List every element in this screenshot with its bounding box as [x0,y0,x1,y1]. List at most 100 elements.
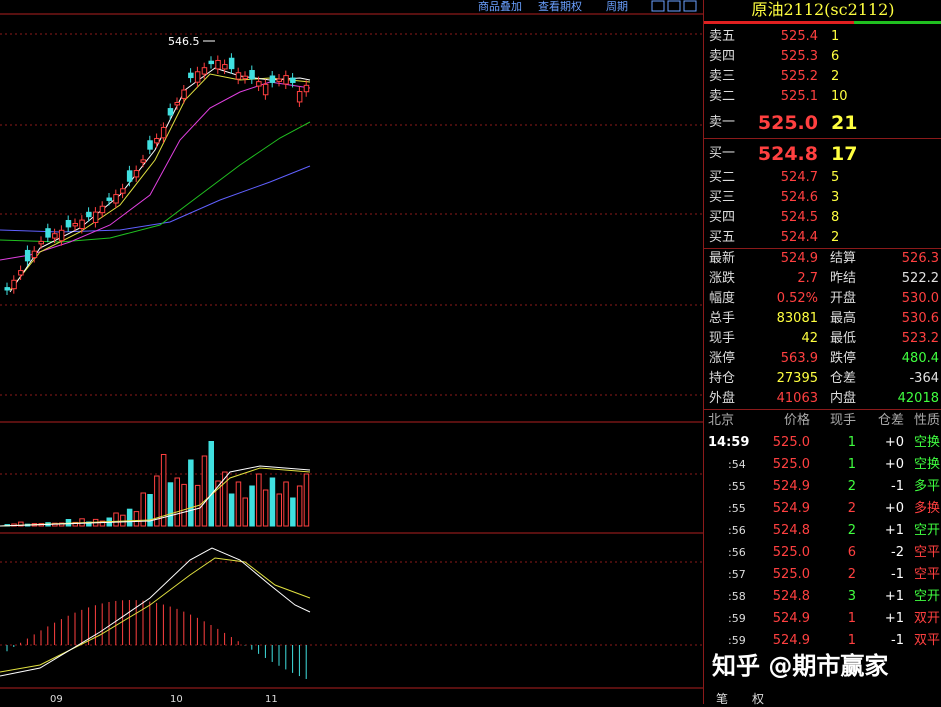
x-label: 09 [50,694,63,704]
tick-cell: :56 [728,546,746,559]
tick-cell: 1 [847,457,856,472]
candle-body [201,67,208,75]
candle-body [18,270,24,276]
candle-body [188,72,194,79]
stat-row: 幅度 0.52% 开盘 530.0 [704,289,941,309]
tick-cell: :59 [728,612,746,625]
tick-row: :55 524.9 2 +0 多换 [704,499,941,519]
tick-cell: 3 [847,589,856,604]
tick-cell: 2 [847,567,856,582]
candle-body [52,233,58,239]
candle-body [99,205,106,214]
tick-row: :56 525.0 6 -2 空平 [704,543,941,563]
grid [0,33,703,646]
ask-row: 卖五 525.4 1 [704,27,941,47]
volume-bar [249,485,255,527]
tick-cell: 524.9 [772,633,810,648]
stat-label: 昨结 [830,271,857,286]
tick-header-cell: 北京 [708,413,735,428]
stat-value: 41063 [776,391,818,406]
volume-ma [0,465,311,527]
stat-label: 开盘 [830,291,857,306]
volume-bar [174,477,180,527]
period-button[interactable]: 周期 [606,0,628,13]
tick-cell: 6 [847,545,856,560]
level-volume: 5 [831,170,840,185]
tick-cell: 多平 [913,479,940,494]
tick-cell: 14:59 [708,435,750,450]
volume-bar [269,477,276,527]
macd-dif [0,547,311,677]
stat-value: 526.3 [901,251,939,266]
level-volume: 17 [831,143,858,165]
tick-row: 14:59 525.0 1 +0 空换 [704,433,941,453]
level-label: 买四 [709,210,736,225]
level-volume: 8 [831,210,840,225]
stat-row: 最新 524.9 结算 526.3 [704,249,941,269]
tick-cell: 1 [847,435,856,450]
level-label: 卖二 [709,89,736,104]
tick-cell: 1 [847,633,856,648]
tab[interactable]: 笔 [716,692,729,706]
volume-bar [201,455,208,527]
level-price: 525.1 [780,89,818,104]
stat-value: 2.7 [797,271,818,286]
options-button[interactable]: 查看期权 [538,0,582,13]
level-price: 524.6 [780,190,818,205]
tick-cell: :54 [728,458,746,471]
candle-body [235,72,242,80]
candle-body [92,211,99,223]
tick-cell: 525.0 [772,435,810,450]
candle-body [45,228,51,238]
tick-cell: :55 [728,502,746,515]
candle-body [174,102,180,106]
level-label: 卖一 [709,115,736,130]
level-price: 525.2 [780,69,818,84]
candle-body [283,75,289,85]
tick-cell: -2 [891,545,904,560]
candle-body [4,287,10,291]
stat-value: 42 [801,331,818,346]
level-price: 524.7 [780,170,818,185]
level-price: 524.8 [757,143,818,165]
ma-line [9,73,311,291]
nav-buttons[interactable] [651,0,697,12]
tab[interactable]: 权 [752,692,765,706]
volume-bar [242,497,248,527]
tick-cell: 空开 [913,523,940,538]
level-price: 525.3 [780,49,818,64]
tick-cell: 524.9 [772,479,810,494]
tick-cell: 524.9 [772,501,810,516]
volume-bar [133,511,140,527]
stat-value: 523.2 [901,331,939,346]
level-label: 买二 [709,170,736,185]
tick-cell: :55 [728,480,746,493]
ask-row: 卖四 525.3 6 [704,47,941,67]
candle-body [106,197,112,201]
candle-body [140,159,146,163]
candle-body [249,70,255,80]
candle-body [222,64,228,70]
volume-bar [222,471,228,527]
tick-cell: +0 [884,501,904,516]
tick-cell: 524.8 [772,589,810,604]
bid-row: 买四 524.5 8 [704,208,941,228]
volume-bar [126,508,133,527]
ma-line [0,81,311,261]
stat-row: 现手 42 最低 523.2 [704,329,941,349]
stat-label: 总手 [709,311,736,326]
overlay-button[interactable]: 商品叠加 [478,0,522,13]
tick-cell: 多换 [913,501,940,516]
volume-bar [154,475,160,527]
candle-body [296,91,303,103]
separator [704,248,941,249]
stat-label: 现手 [709,331,736,346]
candle-body [38,240,44,245]
tick-header-cell: 仓差 [877,413,904,428]
separator [704,138,941,139]
tick-row: :59 524.9 1 +1 双开 [704,609,941,629]
chart-area: 商品叠加 查看期权 周期 546.5 09 10 11 [0,0,703,704]
bid-row: 买一 524.8 17 [704,141,941,167]
candles [4,53,310,295]
candle-body [194,71,201,83]
